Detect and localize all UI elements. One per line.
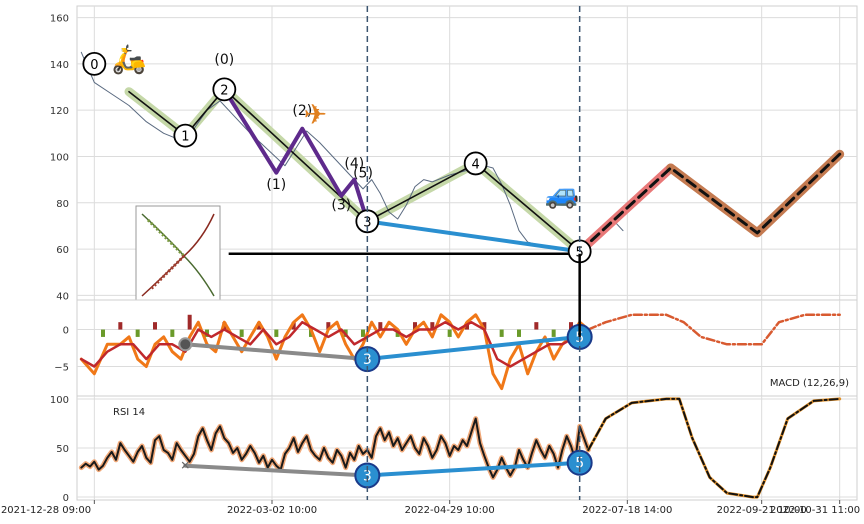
- sub-wave-label: (1): [266, 177, 286, 193]
- x-axis: 2021-12-28 09:00 2022-03-02 10:00 2022-04-…: [1, 500, 860, 516]
- wave-label-circle: [82, 51, 107, 76]
- car-icon: 🚙: [545, 177, 580, 210]
- macd-histogram-bar: [239, 329, 244, 337]
- airplane-icon: ✈: [304, 98, 327, 131]
- macd-projection-line: [587, 313, 841, 346]
- wave-main-line: [128, 88, 581, 253]
- y-tick-label: 100: [50, 152, 69, 163]
- sub-wave-label: (5): [353, 165, 373, 181]
- macd-series-group: 35MACD (12,26,9): [79, 313, 849, 391]
- macd-histogram-bar: [170, 329, 175, 337]
- macd-histogram-bar: [118, 322, 123, 330]
- x-tick-label: 2022-07-18 14:00: [582, 505, 672, 516]
- wave-label: 5: [576, 245, 584, 260]
- rsi-projection-line: [587, 397, 841, 499]
- trend-blue-line: [365, 219, 582, 254]
- macd-histogram-bar: [499, 329, 504, 337]
- rsi-grey-line: [183, 463, 370, 478]
- projection-dashed-line: [578, 152, 842, 253]
- scooter-icon: 🛵: [112, 43, 147, 76]
- wave-label-circle: [212, 77, 237, 102]
- rsi-wave-label: 5: [575, 456, 584, 472]
- x-tick-label: 2022-10-31 11:00: [770, 505, 860, 516]
- macd-histogram-bar: [378, 322, 383, 330]
- wave-label: 2: [220, 83, 228, 98]
- macd-blue-line: [365, 334, 582, 362]
- inset-curve: [146, 218, 186, 258]
- macd-histogram-bar: [361, 329, 365, 337]
- sub-wave-label: (0): [214, 52, 234, 68]
- macd-signal-line: [80, 320, 590, 368]
- macd-histogram-bar: [413, 322, 417, 330]
- macd-start-dot: [178, 337, 193, 352]
- macd-histogram-bar: [101, 329, 105, 337]
- y-tick-label: 120: [50, 106, 69, 117]
- wave-label: 1: [181, 130, 189, 145]
- y-tick-label: 80: [56, 199, 69, 210]
- macd-histogram-bar: [291, 322, 296, 330]
- vertical-markers: [366, 6, 581, 500]
- x-tick-label: 2022-09-21 10:00: [717, 505, 807, 516]
- macd-grey-line: [183, 342, 370, 362]
- wave-label-circle: [173, 123, 198, 148]
- macd-histogram-bar: [517, 329, 521, 337]
- macd-histogram-bar: [569, 322, 573, 330]
- sub-wave-label: (2): [292, 103, 312, 119]
- macd-histogram-bar: [447, 329, 452, 337]
- x-tick-label: 2022-03-02 10:00: [227, 505, 317, 516]
- y-tick-label: 0: [63, 493, 69, 504]
- macd-histogram-bar: [135, 329, 140, 337]
- y-tick-label: −5: [54, 362, 69, 373]
- macd-line: [79, 313, 590, 391]
- macd-histogram-bar: [482, 322, 487, 330]
- y-tick-label: 0: [63, 326, 69, 337]
- sub-wave-label: (4): [344, 156, 364, 172]
- y-tick-label: 100: [50, 395, 69, 406]
- rsi-blue-line: [365, 460, 582, 478]
- y-tick-label: 60: [56, 245, 69, 256]
- wave-label: 0: [90, 58, 98, 73]
- macd-histogram-bar: [274, 329, 279, 337]
- wave-label: 3: [363, 215, 371, 230]
- inset-thumbnail: [135, 205, 221, 301]
- rsi-start-marker: ✕: [180, 459, 190, 473]
- wave-sub-line: [222, 87, 370, 224]
- macd-histogram-bar: [257, 322, 261, 330]
- wave-label-circle: [463, 151, 488, 176]
- rsi-series-group: ✕35RSI 14: [78, 397, 842, 499]
- y-tick-label: 140: [50, 60, 69, 71]
- macd-histogram-bar: [153, 322, 157, 330]
- macd-histogram-bar: [430, 322, 435, 330]
- rsi-line: [80, 417, 590, 479]
- macd-annotation: MACD (12,26,9): [770, 378, 849, 389]
- macd-histogram-bar: [534, 322, 539, 330]
- y-tick-label: 50: [56, 444, 69, 455]
- macd-histogram-bar: [187, 314, 192, 330]
- x-tick-label: 2022-04-29 10:00: [405, 505, 495, 516]
- macd-histogram-bar: [326, 322, 331, 330]
- y-tick-label: 160: [50, 14, 69, 25]
- sub-wave-label: (3): [331, 198, 351, 214]
- x-tick-label: 2021-12-28 09:00: [1, 505, 91, 516]
- price-series-group: 0 2 1 3 4 5 (0) (1) (2) (3) (4)(5) 🛵 ✈ 🚙: [80, 43, 845, 264]
- y-tick-label: 40: [56, 291, 69, 302]
- rsi-annotation: RSI 14: [113, 407, 145, 418]
- wave-label: 4: [472, 157, 480, 172]
- macd-histogram-bar: [551, 329, 556, 337]
- inset-curve: [148, 254, 186, 292]
